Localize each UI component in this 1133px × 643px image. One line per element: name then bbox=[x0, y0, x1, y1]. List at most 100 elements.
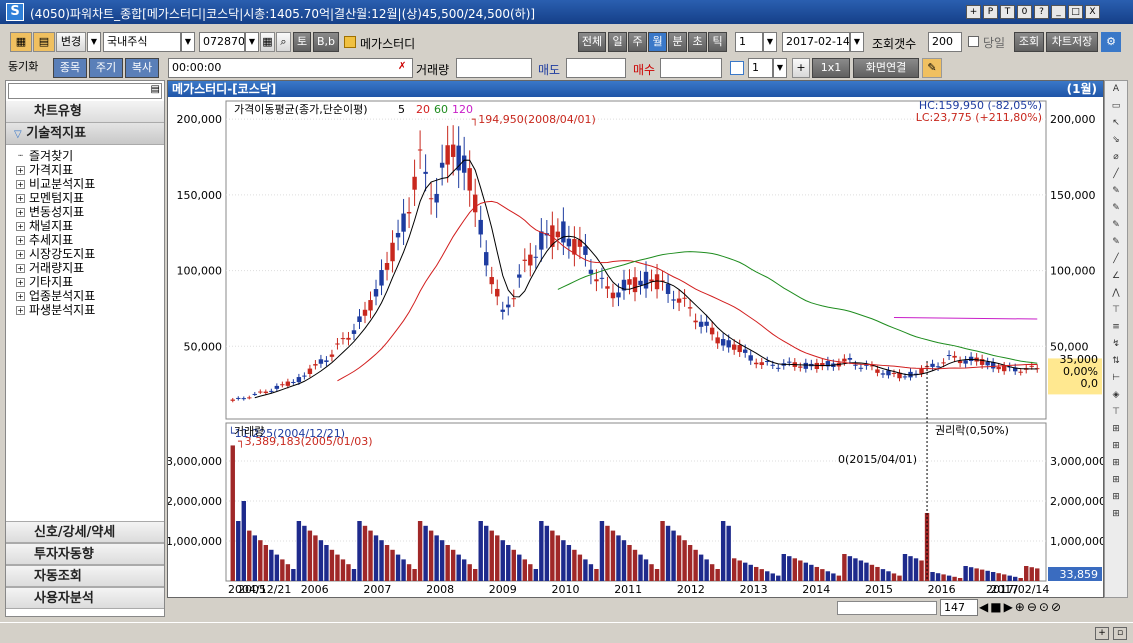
drawing-tool-icon[interactable]: ⌀ bbox=[1113, 152, 1119, 162]
sidebar-bottom-2[interactable]: 자동조회 bbox=[6, 565, 164, 587]
change-button[interactable]: 변경 bbox=[56, 32, 86, 52]
window-icon[interactable]: ▤ bbox=[33, 32, 55, 52]
bb-button[interactable]: B,b bbox=[313, 32, 339, 52]
drawing-tool-icon[interactable]: ╱ bbox=[1113, 254, 1119, 264]
period-tab-6[interactable]: 틱 bbox=[708, 32, 727, 52]
window-button-4[interactable]: ? bbox=[1034, 5, 1049, 19]
drawing-tool-icon[interactable]: ⇘ bbox=[1112, 135, 1120, 145]
layout-1x1-button[interactable]: 1x1 bbox=[812, 58, 850, 78]
date-input[interactable]: 2017-02-14 bbox=[782, 32, 850, 52]
count-input[interactable]: 1 bbox=[748, 58, 773, 78]
drawing-tool-icon[interactable]: ◈ bbox=[1112, 390, 1120, 400]
drawing-tool-icon[interactable]: ╱ bbox=[1113, 169, 1119, 179]
indicator-tree-item[interactable]: ┄ 즐겨찾기 bbox=[18, 149, 74, 163]
period-tab-4[interactable]: 분 bbox=[668, 32, 687, 52]
trade-volume-input[interactable] bbox=[456, 58, 532, 78]
chart-type-section[interactable]: 차트유형 bbox=[6, 101, 164, 123]
color-box-icon[interactable] bbox=[730, 61, 744, 75]
save-chart-button[interactable]: 차트저장 bbox=[1046, 32, 1098, 52]
window-button-7[interactable]: X bbox=[1085, 5, 1100, 19]
period-count-dropdown-icon[interactable]: ▼ bbox=[763, 32, 777, 52]
period-tab-3[interactable]: 월 bbox=[648, 32, 667, 52]
drawing-tool-icon[interactable]: ⊤ bbox=[1112, 407, 1120, 417]
pen-icon[interactable]: ✎ bbox=[922, 58, 942, 78]
drawing-tool-icon[interactable]: ↖ bbox=[1112, 118, 1120, 128]
period-tab-2[interactable]: 주 bbox=[628, 32, 647, 52]
drawing-tool-icon[interactable]: ✎ bbox=[1112, 220, 1120, 230]
screen-connect-button[interactable]: 화면연결 bbox=[853, 58, 919, 78]
indicator-tree-item[interactable]: + 채널지표 bbox=[6, 219, 164, 233]
sidebar-bottom-3[interactable]: 사용자분석 bbox=[6, 587, 164, 609]
sync-tab[interactable]: 동기화 bbox=[8, 60, 39, 73]
plus-button[interactable]: + bbox=[792, 58, 810, 78]
drawing-tool-icon[interactable]: ✎ bbox=[1112, 203, 1120, 213]
scroll-value-input[interactable]: 147 bbox=[940, 599, 978, 616]
count-dropdown-icon[interactable]: ▼ bbox=[773, 58, 787, 78]
same-day-checkbox[interactable] bbox=[968, 36, 979, 47]
sidebar-bottom-0[interactable]: 신호/강세/약세 bbox=[6, 521, 164, 543]
tech-indicator-section[interactable]: ▽ 기술적지표 bbox=[6, 123, 164, 145]
indicator-tree-item[interactable]: + 기타지표 bbox=[6, 275, 164, 289]
indicator-tree-item[interactable]: + 변동성지표 bbox=[6, 205, 164, 219]
drawing-tool-icon[interactable]: ⇅ bbox=[1112, 356, 1120, 366]
navigation-icons[interactable]: ◀■▶⊕⊖⊙⊘ bbox=[979, 600, 1064, 614]
market-dropdown-icon[interactable]: ▼ bbox=[181, 32, 195, 52]
date-dropdown-icon[interactable]: ▼ bbox=[850, 32, 864, 52]
drawing-tool-icon[interactable]: ⋀ bbox=[1112, 288, 1120, 298]
drawing-tool-icon[interactable]: ≡ bbox=[1112, 322, 1120, 332]
search-icon[interactable]: ⌕ bbox=[276, 32, 291, 52]
indicator-tree-item[interactable]: + 거래량지표 bbox=[6, 261, 164, 275]
drawing-tool-icon[interactable]: ▭ bbox=[1111, 101, 1121, 111]
clear-time-icon[interactable]: ✗ bbox=[398, 61, 407, 72]
status-window-icon[interactable]: ▫ bbox=[1113, 627, 1127, 640]
indicator-tree-item[interactable]: + 파생분석지표 bbox=[6, 303, 164, 317]
indicator-tree-item[interactable]: + 추세지표 bbox=[6, 233, 164, 247]
indicator-tree-item[interactable]: + 가격지표 bbox=[6, 163, 164, 177]
period-tab-0[interactable]: 전체 bbox=[578, 32, 606, 52]
settings-gear-icon[interactable]: ⚙ bbox=[1101, 32, 1121, 52]
market-select[interactable]: 국내주식 bbox=[103, 32, 181, 52]
to-button[interactable]: 토 bbox=[293, 32, 311, 52]
drawing-tool-icon[interactable]: ⊞ bbox=[1112, 458, 1120, 468]
drawing-tool-icon[interactable]: ⊞ bbox=[1112, 424, 1120, 434]
calc-icon[interactable]: ▦ bbox=[260, 32, 275, 52]
drawing-tool-icon[interactable]: ✎ bbox=[1112, 237, 1120, 247]
query-button[interactable]: 조회 bbox=[1014, 32, 1044, 52]
price-chart[interactable]: 200,000 200,000 150,000 150,000 100,000 100,0… bbox=[168, 97, 1103, 597]
layout-icon[interactable]: ▦ bbox=[10, 32, 32, 52]
copy-tab[interactable]: 복사 bbox=[125, 58, 159, 78]
drawing-tool-icon[interactable]: ⊞ bbox=[1112, 492, 1120, 502]
period-tab-1[interactable]: 일 bbox=[608, 32, 627, 52]
stock-code-input[interactable]: 072870 bbox=[199, 32, 245, 52]
sidebar-bottom-1[interactable]: 투자자동향 bbox=[6, 543, 164, 565]
time-input[interactable]: 00:00:00 bbox=[168, 58, 413, 78]
period-tab-5[interactable]: 초 bbox=[688, 32, 707, 52]
indicator-tree-item[interactable]: + 모멘텀지표 bbox=[6, 191, 164, 205]
window-button-6[interactable]: □ bbox=[1068, 5, 1083, 19]
buy-input[interactable] bbox=[660, 58, 722, 78]
indicator-tree-item[interactable]: + 시장강도지표 bbox=[6, 247, 164, 261]
indicator-tree-item[interactable]: + 비교분석지표 bbox=[6, 177, 164, 191]
drawing-tool-icon[interactable]: ∠ bbox=[1111, 271, 1121, 281]
stock-tab[interactable]: 종목 bbox=[53, 58, 87, 78]
drawing-tool-icon[interactable]: ⊤ bbox=[1112, 305, 1120, 315]
window-button-3[interactable]: 0 bbox=[1017, 5, 1032, 19]
drawing-tool-icon[interactable]: ✎ bbox=[1112, 186, 1120, 196]
stock-info-icon[interactable] bbox=[344, 36, 356, 48]
scroll-track[interactable] bbox=[837, 601, 937, 615]
indicator-tree-item[interactable]: + 업종분석지표 bbox=[6, 289, 164, 303]
period-count-input[interactable]: 1 bbox=[735, 32, 763, 52]
window-button-5[interactable]: _ bbox=[1051, 5, 1066, 19]
code-dropdown-icon[interactable]: ▼ bbox=[245, 32, 259, 52]
drawing-tool-icon[interactable]: ↯ bbox=[1112, 339, 1120, 349]
cycle-tab[interactable]: 주기 bbox=[89, 58, 123, 78]
status-grid-icon[interactable]: + bbox=[1095, 627, 1109, 640]
sell-input[interactable] bbox=[566, 58, 626, 78]
drawing-tool-icon[interactable]: ⊞ bbox=[1112, 509, 1120, 519]
drawing-tool-icon[interactable]: ⊞ bbox=[1112, 441, 1120, 451]
drawing-tool-icon[interactable]: ⊢ bbox=[1112, 373, 1120, 383]
drawing-tool-icon[interactable]: A bbox=[1112, 84, 1120, 94]
sidebar-search-input[interactable]: ▤ bbox=[8, 83, 162, 99]
lookup-count-input[interactable]: 200 bbox=[928, 32, 962, 52]
window-button-1[interactable]: P bbox=[983, 5, 998, 19]
